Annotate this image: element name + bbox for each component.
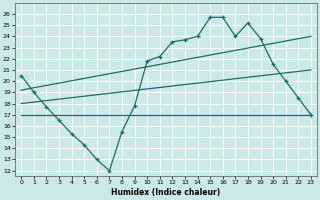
X-axis label: Humidex (Indice chaleur): Humidex (Indice chaleur) bbox=[111, 188, 221, 197]
